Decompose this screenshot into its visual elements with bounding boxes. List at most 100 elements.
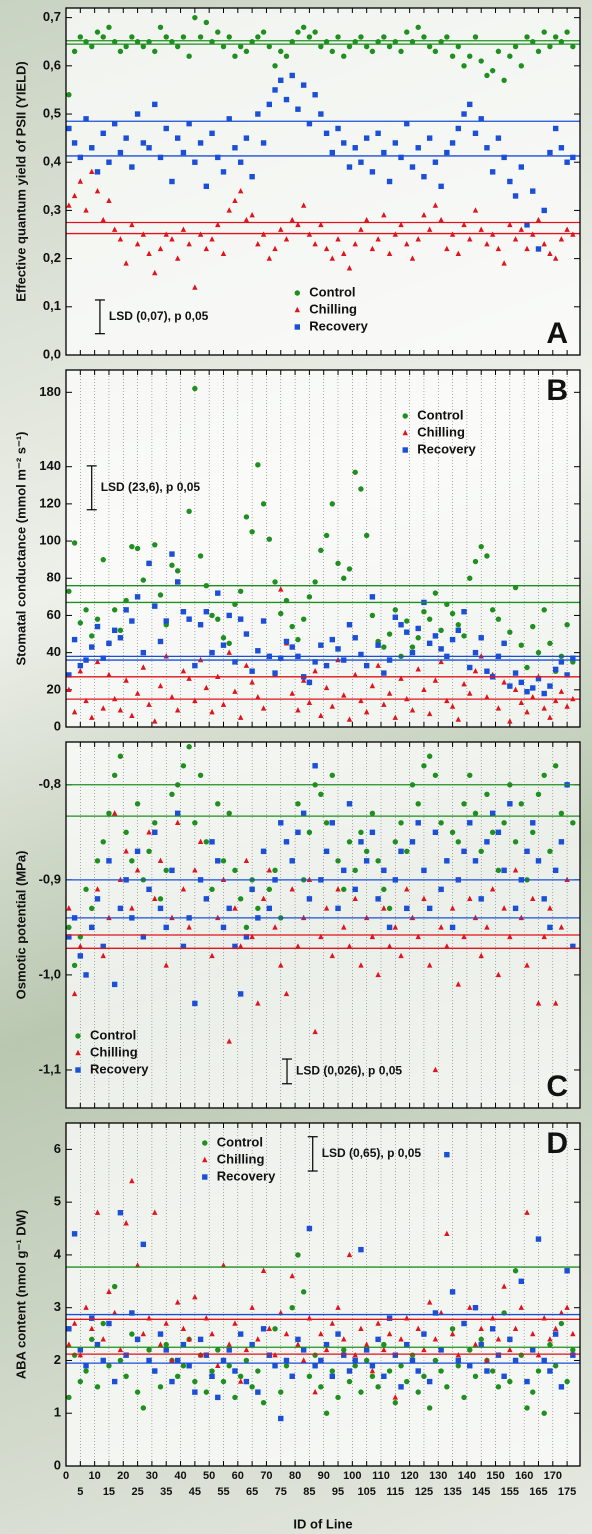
point — [140, 43, 147, 50]
point — [123, 260, 129, 266]
point — [83, 972, 89, 978]
point — [169, 867, 175, 874]
point — [489, 169, 496, 175]
point — [489, 829, 496, 836]
point — [266, 867, 273, 873]
point — [375, 1384, 381, 1390]
legend-label: Chilling — [217, 1151, 265, 1166]
point — [346, 716, 353, 722]
point — [501, 1283, 507, 1289]
y-tick-label: 40 — [47, 644, 61, 659]
point — [134, 867, 141, 873]
point — [278, 610, 284, 617]
point — [404, 886, 410, 892]
point — [530, 623, 536, 630]
point — [421, 212, 427, 218]
point — [174, 255, 181, 261]
point — [530, 188, 536, 194]
point — [495, 829, 502, 836]
point — [352, 469, 358, 475]
point — [226, 1341, 232, 1347]
point — [289, 72, 295, 79]
point — [66, 1326, 72, 1332]
point — [415, 933, 421, 940]
point — [255, 905, 261, 912]
point — [272, 63, 278, 69]
point — [524, 1209, 530, 1215]
point — [501, 1373, 507, 1379]
point — [192, 1293, 198, 1300]
point — [220, 635, 227, 641]
point — [163, 1347, 169, 1353]
point — [186, 508, 192, 515]
point — [203, 684, 210, 691]
point — [71, 990, 78, 997]
point — [323, 1410, 330, 1416]
point — [329, 1368, 336, 1374]
point — [329, 149, 336, 156]
point — [346, 265, 353, 271]
point — [467, 236, 473, 242]
plot-area — [66, 370, 580, 727]
point — [94, 187, 101, 194]
point — [129, 712, 135, 719]
x-tick-label: 60 — [232, 1470, 244, 1482]
point — [157, 857, 164, 864]
point — [226, 1363, 232, 1369]
x-tick-label: 95 — [332, 1486, 344, 1498]
point — [478, 952, 484, 959]
point — [386, 924, 393, 931]
point — [570, 655, 576, 661]
point — [478, 848, 484, 855]
point — [552, 125, 559, 132]
point — [278, 1415, 284, 1422]
point — [352, 895, 358, 902]
point — [123, 135, 129, 141]
point — [398, 48, 404, 55]
x-tick-label: 45 — [189, 1486, 201, 1498]
point — [398, 1336, 404, 1342]
point — [94, 858, 101, 864]
point — [518, 801, 524, 807]
point — [472, 207, 479, 213]
point — [404, 629, 410, 635]
point — [100, 655, 106, 661]
point — [123, 677, 129, 683]
point — [111, 810, 118, 816]
point — [77, 620, 84, 626]
point — [169, 694, 175, 700]
point — [535, 858, 542, 864]
point — [283, 839, 290, 845]
point — [111, 1283, 118, 1290]
point — [467, 690, 473, 696]
point — [300, 24, 307, 30]
point — [461, 681, 467, 687]
point — [467, 664, 473, 671]
point — [421, 895, 427, 902]
point — [174, 135, 181, 141]
point — [512, 193, 519, 199]
legend-marker — [402, 413, 408, 419]
point — [197, 772, 204, 778]
point — [438, 924, 444, 930]
y-tick-label: 3 — [54, 1299, 61, 1314]
point — [220, 701, 227, 707]
point — [449, 1326, 456, 1332]
point — [386, 690, 393, 696]
point — [558, 1309, 565, 1316]
point — [83, 1368, 89, 1374]
point — [541, 1410, 547, 1416]
point — [94, 1341, 101, 1348]
point — [564, 1378, 570, 1385]
point — [243, 1346, 250, 1353]
point — [438, 1368, 444, 1374]
point — [484, 839, 490, 845]
point — [186, 1336, 192, 1342]
point — [369, 1373, 376, 1379]
point — [495, 1352, 502, 1358]
point — [283, 990, 290, 997]
point — [106, 810, 112, 816]
point — [467, 772, 473, 778]
point — [272, 245, 278, 252]
point — [455, 1357, 462, 1364]
